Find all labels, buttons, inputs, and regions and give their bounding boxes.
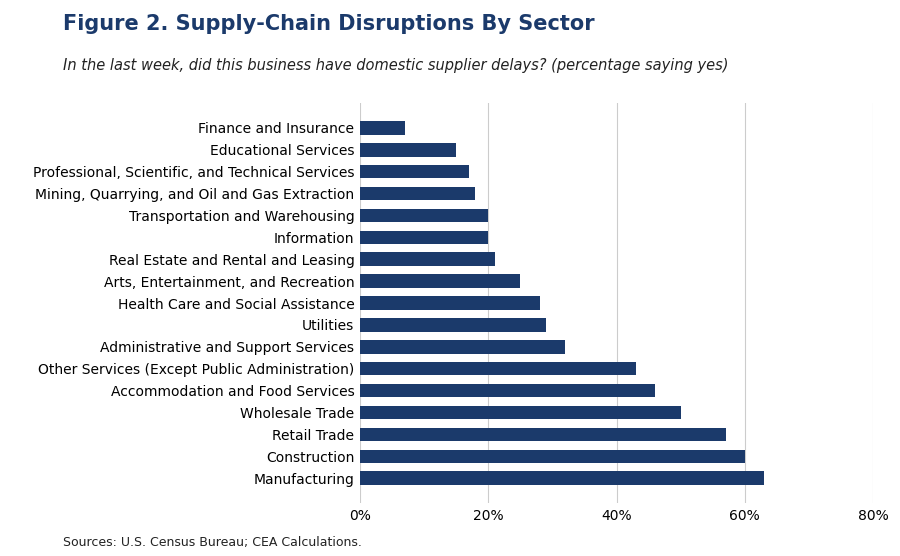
Bar bbox=[360, 121, 405, 135]
Text: Figure 2. Supply-Chain Disruptions By Sector: Figure 2. Supply-Chain Disruptions By Se… bbox=[63, 14, 595, 34]
Text: In the last week, did this business have domestic supplier delays? (percentage s: In the last week, did this business have… bbox=[63, 58, 728, 73]
Bar bbox=[360, 143, 456, 157]
Bar bbox=[360, 187, 475, 200]
Bar bbox=[360, 428, 725, 441]
Bar bbox=[360, 252, 495, 266]
Bar bbox=[360, 208, 488, 222]
Bar bbox=[360, 340, 565, 354]
Bar bbox=[360, 449, 745, 463]
Bar bbox=[360, 384, 655, 398]
Bar bbox=[360, 296, 539, 310]
Bar bbox=[360, 274, 520, 288]
Bar bbox=[360, 362, 635, 375]
Bar bbox=[360, 318, 546, 332]
Bar bbox=[360, 231, 488, 244]
Bar bbox=[360, 471, 764, 485]
Text: Sources: U.S. Census Bureau; CEA Calculations.: Sources: U.S. Census Bureau; CEA Calcula… bbox=[63, 537, 362, 549]
Bar bbox=[360, 165, 469, 178]
Bar bbox=[360, 406, 680, 419]
